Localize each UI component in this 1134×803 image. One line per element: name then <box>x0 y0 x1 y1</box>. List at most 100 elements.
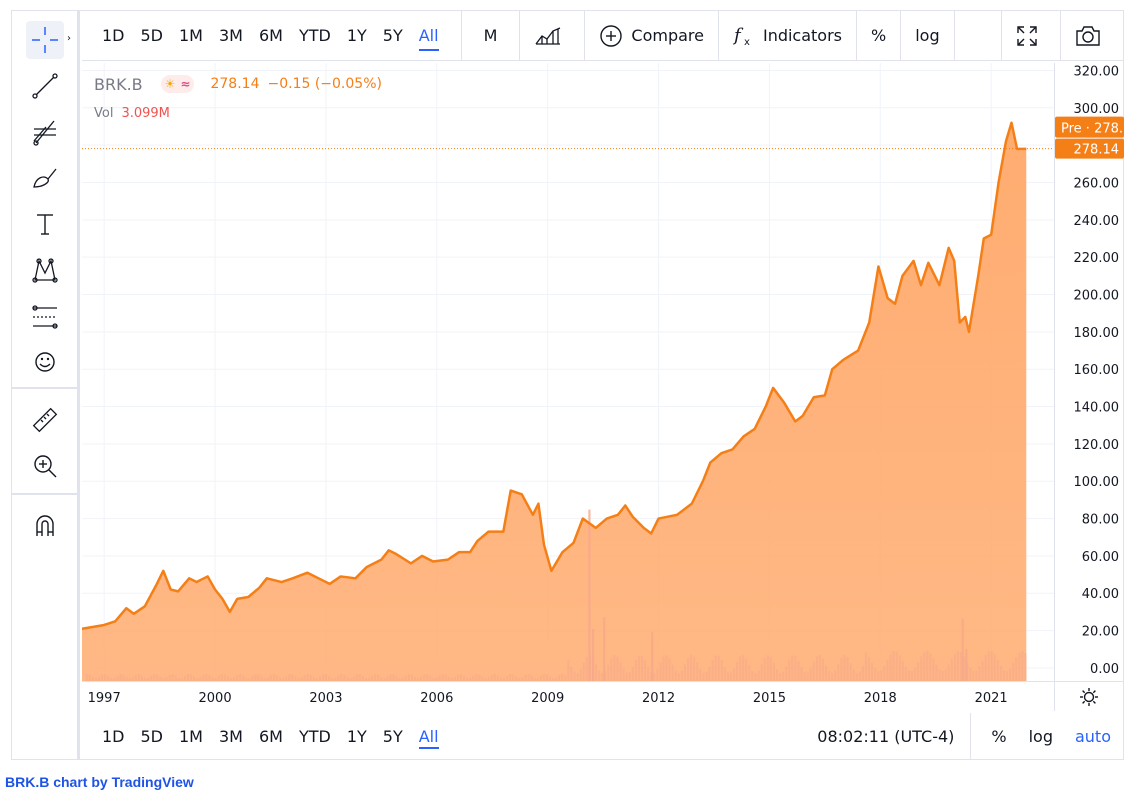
clock-timezone[interactable]: 08:02:11 (UTC-4) <box>817 726 955 746</box>
price-tick-label: 140.00 <box>1074 401 1120 416</box>
volume-bar <box>932 658 935 681</box>
timeframe-1y[interactable]: 1Y <box>346 26 367 45</box>
wave-icon: ≈ <box>180 77 191 91</box>
trend-line-icon[interactable] <box>26 67 64 105</box>
volume-bar <box>840 657 843 681</box>
timeframe-ytd[interactable]: YTD <box>298 26 331 45</box>
volume-bar <box>961 618 964 681</box>
volume-bar <box>220 674 223 681</box>
attribution-link[interactable]: BRK.B chart by TradingView <box>5 774 194 790</box>
volume-bar <box>156 674 159 681</box>
prediction-icon[interactable] <box>26 297 64 335</box>
volume-bar <box>975 670 978 681</box>
percent-button[interactable]: % <box>871 26 887 45</box>
volume-bar <box>309 675 312 681</box>
chart-widget: › <box>11 10 1134 760</box>
pattern-icon[interactable] <box>26 251 64 289</box>
percent-scale-toggle[interactable]: % <box>991 726 1007 746</box>
brush-icon[interactable] <box>26 159 64 197</box>
volume-value: 3.099M <box>121 105 170 121</box>
bottom-timeframe-5d[interactable]: 5D <box>140 726 164 746</box>
timeframe-3m[interactable]: 3M <box>218 26 243 45</box>
volume-bar <box>886 660 889 681</box>
drawing-toolbar: › <box>12 11 80 759</box>
emoji-icon[interactable] <box>26 343 64 381</box>
timeframe-1m[interactable]: 1M <box>179 26 203 45</box>
price-chart[interactable] <box>82 63 1054 681</box>
price-axis[interactable]: 0.00 20.00 40.00 60.00 80.00 100.00 120.00 140.… <box>1054 63 1134 681</box>
volume-bar <box>631 666 634 681</box>
volume-bar <box>358 674 361 681</box>
volume-bar <box>910 670 914 681</box>
volume-bar <box>800 667 803 681</box>
volume-bar <box>162 677 165 681</box>
timeframe-5y[interactable]: 5Y <box>382 26 403 45</box>
volume-bar <box>828 670 831 681</box>
toolbar-divider <box>856 10 858 61</box>
timeframe-1d[interactable]: 1D <box>102 26 125 45</box>
volume-bar <box>751 670 754 681</box>
time-axis[interactable]: 1997 2000 2003 2006 2009 2012 2015 2018 2021 <box>82 681 1054 711</box>
timeframe-6m[interactable]: 6M <box>258 26 283 45</box>
volume-bar <box>239 674 242 681</box>
bottom-timeframe-6m[interactable]: 6M <box>258 726 283 746</box>
compare-button[interactable]: Compare <box>585 11 718 61</box>
volume-bar <box>858 671 861 681</box>
volume-bar <box>843 655 846 681</box>
bottom-timeframe-1y[interactable]: 1Y <box>346 726 367 746</box>
volume-bar <box>456 674 460 681</box>
timeframe-5d[interactable]: 5D <box>140 26 164 45</box>
zoom-in-icon[interactable] <box>26 447 64 485</box>
volume-bar <box>705 671 708 681</box>
volume-bar <box>794 655 797 681</box>
bottom-timeframe-5y[interactable]: 5Y <box>382 726 403 746</box>
time-tick-label: 2015 <box>753 691 786 706</box>
volume-bar <box>413 676 417 681</box>
settings-button[interactable] <box>1054 681 1123 711</box>
price-area <box>82 122 1027 681</box>
bottom-timeframe-1m[interactable]: 1M <box>179 726 203 746</box>
bottom-timeframe-ytd[interactable]: YTD <box>298 726 331 746</box>
log-button[interactable]: log <box>915 26 940 45</box>
market-status-badge[interactable]: ☀ ≈ <box>160 75 195 93</box>
volume-bar <box>729 672 733 681</box>
volume-bar <box>380 677 383 681</box>
crosshair-icon[interactable] <box>26 21 64 59</box>
volume-bar <box>459 674 463 681</box>
fib-retracement-icon[interactable] <box>26 113 64 151</box>
bottom-timeframe-3m[interactable]: 3M <box>218 726 243 746</box>
plot-area[interactable] <box>82 63 1054 681</box>
toolbar-divider <box>1001 10 1002 61</box>
volume-bar <box>484 677 487 681</box>
volume-bar <box>205 674 208 681</box>
volume-bar <box>496 675 499 681</box>
magnet-icon[interactable] <box>26 507 64 545</box>
volume-bar <box>505 675 509 681</box>
toolbar-divider <box>953 10 955 61</box>
screenshot-button[interactable] <box>1061 11 1123 61</box>
price-tick-label: 240.00 <box>1074 214 1120 229</box>
volume-bar <box>677 672 680 681</box>
volume-bar <box>395 675 398 681</box>
bottom-timeframe-1d[interactable]: 1D <box>102 726 125 746</box>
volume-bar <box>137 674 141 681</box>
volume-bar <box>168 674 171 681</box>
indicators-label: Indicators <box>762 26 843 45</box>
fullscreen-button[interactable] <box>1002 11 1060 61</box>
svg-text:f: f <box>733 25 744 46</box>
volume-bar <box>668 658 671 681</box>
bottom-timeframe-all[interactable]: All <box>411 713 447 759</box>
timeframe-all[interactable]: All <box>411 11 447 61</box>
symbol-name[interactable]: BRK.B <box>94 74 143 94</box>
log-scale-toggle[interactable]: log <box>1028 726 1053 746</box>
text-icon[interactable] <box>26 205 64 243</box>
ruler-icon[interactable] <box>26 401 64 439</box>
chart-type-button[interactable] <box>520 11 584 61</box>
chevron-right-icon[interactable]: › <box>67 33 71 44</box>
volume-bar <box>214 677 217 681</box>
auto-scale-toggle[interactable]: auto <box>1074 726 1111 746</box>
last-price: 278.14 <box>210 76 260 92</box>
interval-button[interactable]: M <box>483 26 498 45</box>
volume-bar <box>515 676 518 681</box>
